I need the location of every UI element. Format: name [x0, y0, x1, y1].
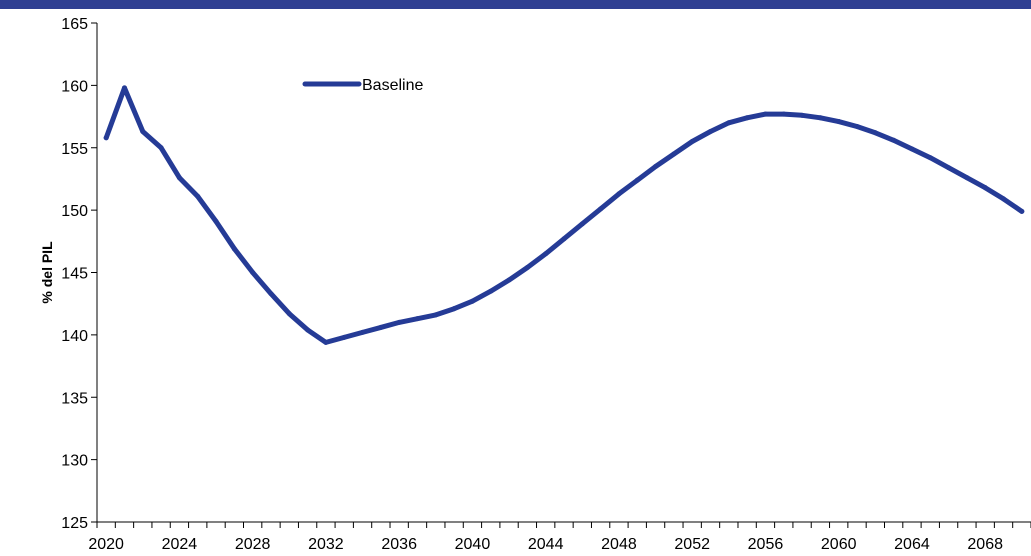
data-point — [433, 312, 439, 318]
data-point — [964, 175, 970, 181]
data-point — [176, 175, 182, 181]
data-point — [213, 218, 219, 224]
x-tick-label: 2032 — [308, 536, 344, 553]
data-point — [982, 185, 988, 191]
data-point — [781, 111, 787, 117]
data-point — [396, 319, 402, 325]
data-point — [158, 145, 164, 151]
y-tick-label: 160 — [61, 78, 88, 95]
data-point — [268, 291, 274, 297]
data-point — [909, 146, 915, 152]
data-point — [1001, 196, 1007, 202]
x-tick-label: 2020 — [88, 536, 124, 553]
series-points — [103, 85, 1025, 345]
data-point — [524, 265, 530, 271]
data-point — [506, 277, 512, 283]
x-tick-label: 2056 — [748, 536, 784, 553]
x-tick-label: 2060 — [821, 536, 857, 553]
data-point — [946, 165, 952, 171]
data-point — [708, 129, 714, 135]
data-point — [872, 130, 878, 136]
x-tick-label: 2052 — [674, 536, 710, 553]
data-point — [103, 135, 109, 141]
x-tick-label: 2036 — [381, 536, 417, 553]
legend-label-baseline: Baseline — [362, 77, 423, 94]
y-tick-label: 140 — [61, 328, 88, 345]
data-point — [744, 115, 750, 121]
series-line-baseline — [103, 85, 1025, 345]
top-header-band — [0, 0, 1031, 9]
data-point — [378, 324, 384, 330]
x-tick-label: 2068 — [967, 536, 1003, 553]
data-point — [598, 206, 604, 212]
data-point — [414, 316, 420, 322]
data-point — [360, 329, 366, 335]
data-point — [726, 120, 732, 126]
data-point — [488, 288, 494, 294]
x-axis-ticks: 2020 2024 2028 2032 2036 2040 2044 2048 2052 2056… — [88, 522, 1031, 553]
data-point — [469, 298, 475, 304]
legend: Baseline — [302, 77, 423, 94]
data-point — [286, 311, 292, 317]
data-point — [836, 119, 842, 125]
x-tick-label: 2044 — [528, 536, 564, 553]
y-tick-label: 135 — [61, 390, 88, 407]
data-point — [561, 236, 567, 242]
data-point — [1019, 208, 1025, 214]
data-point — [653, 163, 659, 169]
data-point — [817, 115, 823, 121]
data-point — [799, 112, 805, 118]
x-tick-label: 2040 — [455, 536, 491, 553]
data-point — [579, 221, 585, 227]
data-point — [305, 327, 311, 333]
data-point — [616, 191, 622, 197]
y-tick-label: 125 — [61, 515, 88, 532]
data-point — [195, 193, 201, 199]
data-point — [927, 155, 933, 161]
y-axis-ticks: 125 130 135 140 145 150 155 160 165 — [61, 16, 97, 532]
data-point — [671, 151, 677, 157]
x-tick-label: 2064 — [894, 536, 930, 553]
data-point — [250, 270, 256, 275]
data-point — [121, 85, 127, 91]
y-tick-label: 155 — [61, 141, 88, 158]
data-point — [689, 139, 695, 145]
x-tick-label: 2024 — [162, 536, 198, 553]
y-tick-label: 150 — [61, 203, 88, 220]
y-tick-label: 145 — [61, 266, 88, 283]
y-tick-label: 130 — [61, 453, 88, 470]
x-tick-label: 2028 — [235, 536, 271, 553]
data-point — [543, 251, 549, 257]
data-point — [762, 111, 768, 117]
data-point — [231, 246, 237, 252]
data-point — [634, 177, 640, 183]
y-axis-title: % del PIL — [39, 241, 55, 304]
data-point — [891, 137, 897, 143]
data-point — [451, 306, 457, 312]
x-tick-label: 2048 — [601, 536, 637, 553]
data-point — [323, 339, 329, 345]
data-point — [140, 129, 146, 135]
y-tick-label: 165 — [61, 16, 88, 33]
data-point — [854, 124, 860, 130]
data-point — [341, 334, 347, 340]
